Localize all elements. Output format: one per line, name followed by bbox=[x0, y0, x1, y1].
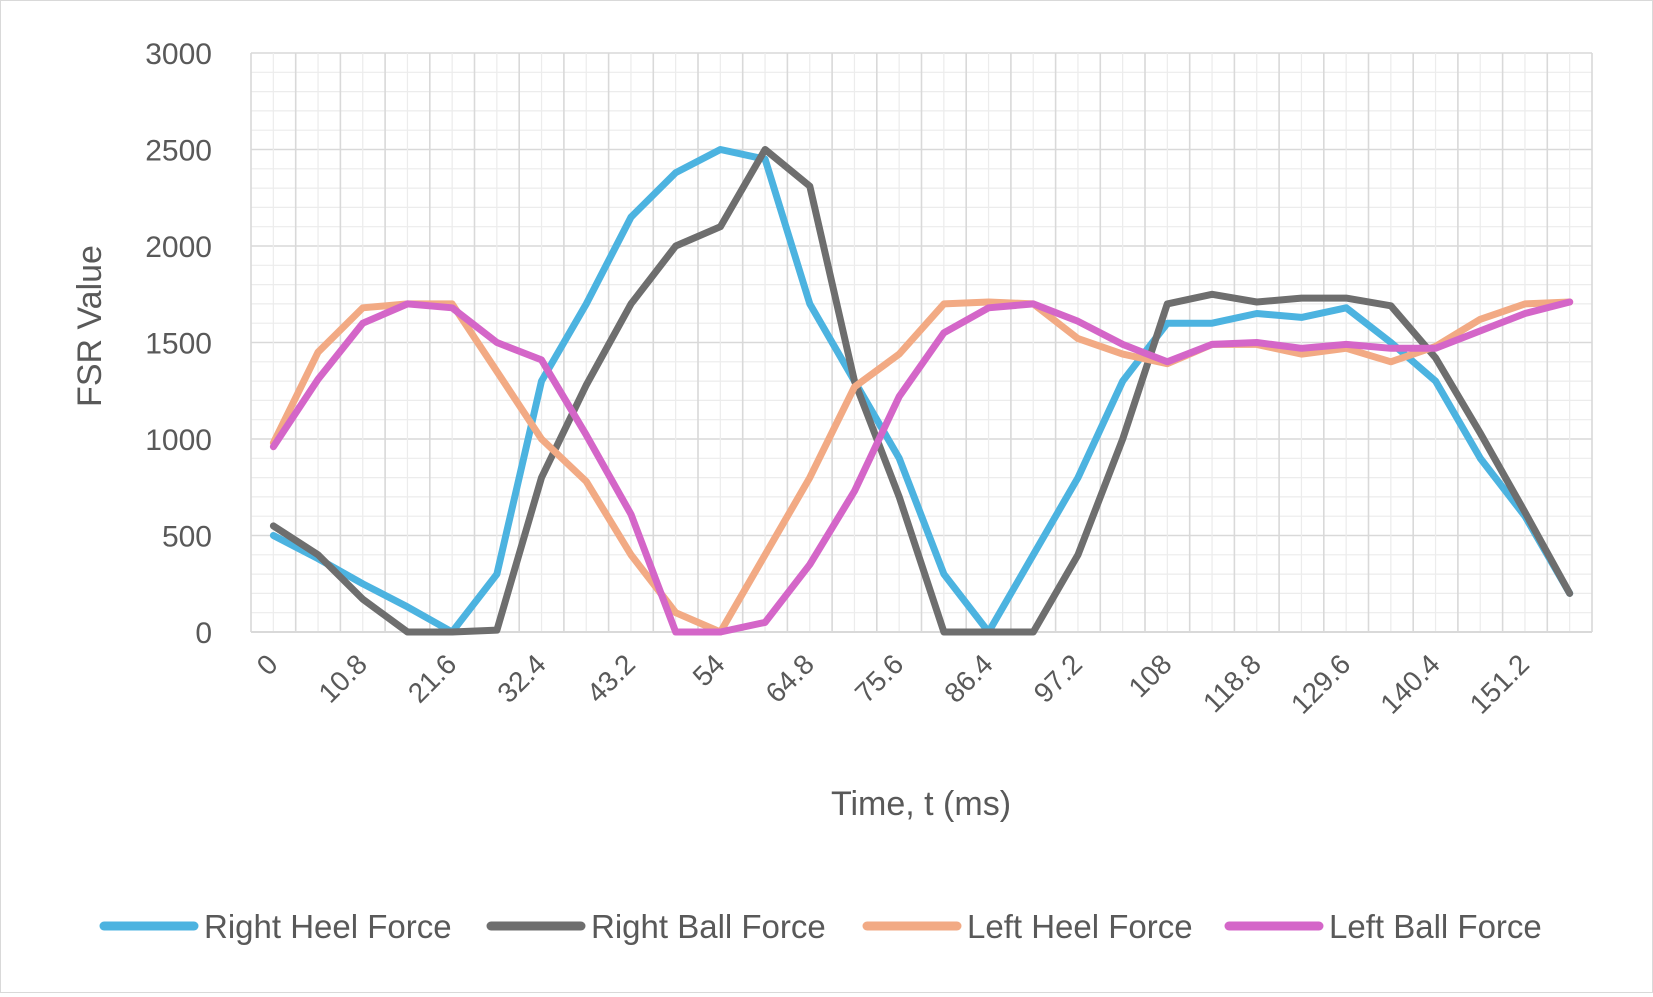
x-tick-label: 32.4 bbox=[491, 648, 551, 708]
x-tick-labels: 0 10.8 21.6 32.4 43.2 54 64.8 75.6 86.4 97.2 108 11… bbox=[251, 648, 1536, 719]
x-axis-title: Time, t (ms) bbox=[831, 785, 1011, 823]
x-tick-label: 129.6 bbox=[1285, 648, 1356, 719]
x-tick-label: 151.2 bbox=[1464, 648, 1535, 719]
x-tick-label: 10.8 bbox=[313, 648, 373, 708]
x-tick-label: 118.8 bbox=[1197, 648, 1267, 718]
y-tick-label: 1500 bbox=[145, 328, 212, 361]
series-line-left-heel-force bbox=[269, 298, 1574, 636]
x-tick-label: 54 bbox=[687, 648, 731, 692]
x-tick-label: 0 bbox=[251, 648, 284, 681]
series-line-left-ball-force bbox=[269, 298, 1574, 636]
y-tick-label: 1000 bbox=[145, 424, 212, 457]
y-tick-label: 2000 bbox=[145, 231, 212, 264]
legend-label-left-ball-force: Left Ball Force bbox=[1329, 908, 1542, 945]
x-tick-label: 21.6 bbox=[402, 648, 462, 708]
x-tick-label: 97.2 bbox=[1028, 648, 1088, 708]
y-tick-label: 3000 bbox=[145, 38, 212, 71]
x-tick-label: 64.8 bbox=[760, 648, 820, 708]
legend-label-right-heel-force: Right Heel Force bbox=[204, 908, 452, 945]
x-tick-label: 43.2 bbox=[581, 648, 641, 708]
series-line-right-ball-force bbox=[269, 146, 1574, 636]
y-tick-label: 0 bbox=[195, 617, 212, 650]
y-tick-label: 500 bbox=[162, 521, 212, 554]
x-tick-label: 108 bbox=[1123, 648, 1178, 703]
y-axis-title: FSR Value bbox=[71, 245, 109, 407]
x-tick-label: 140.4 bbox=[1374, 648, 1445, 719]
series-line-right-heel-force bbox=[269, 146, 1574, 636]
legend-label-right-ball-force: Right Ball Force bbox=[591, 908, 826, 945]
legend: Right Heel Force Right Ball Force Left Hee… bbox=[99, 908, 1542, 945]
x-tick-label: 75.6 bbox=[849, 648, 909, 708]
y-tick-labels: 0 500 1000 1500 2000 2500 3000 bbox=[145, 38, 212, 650]
legend-label-left-heel-force: Left Heel Force bbox=[967, 908, 1193, 945]
y-tick-label: 2500 bbox=[145, 135, 212, 168]
series-lines bbox=[269, 146, 1574, 636]
x-tick-label: 86.4 bbox=[938, 648, 998, 708]
